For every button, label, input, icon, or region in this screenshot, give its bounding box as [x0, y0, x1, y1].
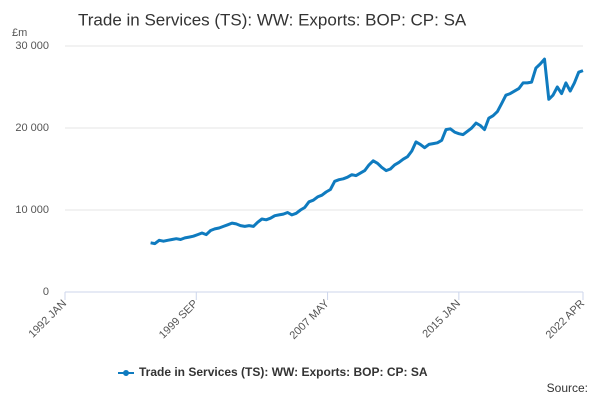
y-tick-label: 10 000 — [15, 204, 49, 216]
x-tick-label: 2022 APR — [544, 298, 588, 342]
source: Source: — [547, 381, 588, 395]
y-tick-label: 20 000 — [15, 122, 49, 134]
chart-title: Trade in Services (TS): WW: Exports: BOP… — [78, 10, 467, 29]
x-tick-label: 1999 SEP — [157, 298, 201, 342]
legend-marker — [123, 370, 129, 376]
legend-label: Trade in Services (TS): WW: Exports: BOP… — [139, 365, 428, 379]
y-tick-label: 0 — [43, 286, 49, 298]
x-tick-label: 2007 MAY — [288, 297, 333, 342]
y-tick-label: 30 000 — [15, 40, 49, 52]
y-unit: £m — [12, 27, 27, 39]
data-line — [150, 57, 584, 246]
x-tick-label: 1992 JAN — [27, 298, 70, 341]
x-tick-label: 2015 JAN — [420, 298, 463, 341]
